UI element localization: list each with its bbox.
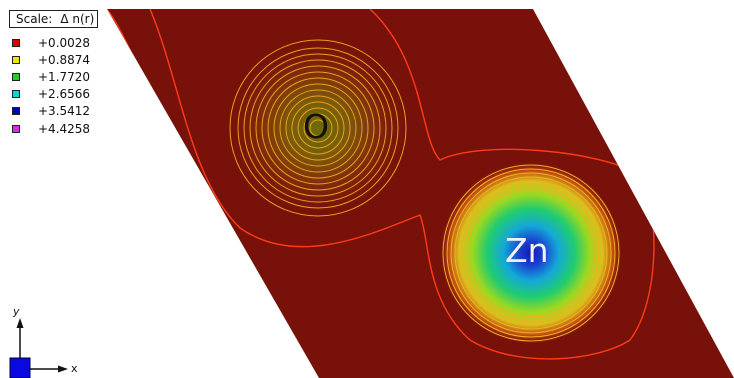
scale-header: Scale: Δ n(r) [9,10,98,28]
legend-swatch [12,55,20,64]
oxygen-density-glow [222,35,414,221]
axis-origin-cube [9,357,31,378]
zinc-contour-ring [462,184,600,322]
oxygen-contour-ring [267,77,369,179]
oxygen-contour-ring [243,53,393,203]
zinc-contour-ring [450,172,612,334]
oxygen-contour-ring [291,101,345,155]
oxygen-contour-ring [279,89,357,167]
x-axis-arrow [58,365,68,373]
zinc-contour-ring [458,180,604,326]
legend-value: +0.0028 [38,35,91,50]
zinc-contour-ring [442,164,620,342]
legend-value: +3.5412 [38,104,91,119]
legend-swatch [12,72,20,81]
x-axis-label: x [71,362,78,375]
color-legend: +0.0028 +0.8874 +1.7720 +2.6566 +3.5412 +4.42… [12,34,90,137]
legend-row: +3.5412 [12,103,90,120]
zinc-density-glow [439,161,623,345]
legend-row: +2.6566 [12,86,90,103]
axis-triad [9,318,68,378]
oxygen-contour-ring [249,59,387,197]
legend-swatch [12,90,20,99]
y-axis-label: y [13,305,20,318]
oxygen-contour-ring [229,39,407,217]
legend-row: +0.0028 [12,34,90,51]
zinc-atom-label: Zn [505,231,549,270]
oxygen-contour-ring [309,119,327,137]
scale-label: Scale: [16,12,53,26]
legend-value: +1.7720 [38,69,91,84]
legend-row: +4.4258 [12,120,90,137]
legend-row: +1.7720 [12,68,90,85]
oxygen-contour-ring [261,71,375,185]
oxygen-contour-ring [273,83,363,173]
legend-row: +0.8874 [12,51,90,68]
legend-swatch [12,107,20,116]
oxygen-contour-ring [255,65,381,191]
legend-value: +2.6566 [38,87,91,102]
zinc-contours [442,164,620,342]
oxygen-contour-ring [285,95,351,161]
zinc-contour-ring [446,168,616,338]
legend-value: +4.4258 [38,121,91,136]
scale-quantity: Δ n(r) [60,12,95,26]
zinc-contour-ring [466,188,596,318]
oxygen-contours [229,39,407,217]
legend-swatch [12,124,20,133]
oxygen-atom-label: O [303,107,329,146]
legend-value: +0.8874 [38,52,91,67]
oxygen-contour-ring [297,107,339,149]
zinc-contour-ring [454,176,608,330]
oxygen-contour-ring [237,47,399,209]
y-axis-arrow [16,318,24,328]
outer-contour-line [149,9,655,360]
legend-swatch [12,38,20,47]
oxygen-contour-ring [303,113,333,143]
